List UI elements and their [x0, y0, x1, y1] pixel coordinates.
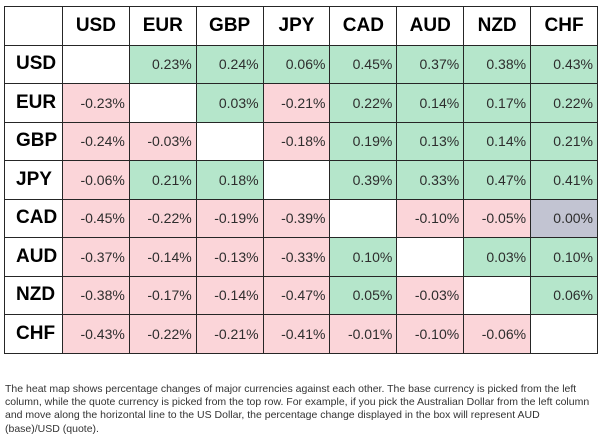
- heatmap-cell-usd-cad: 0.45%: [329, 44, 398, 84]
- heatmap-cell-eur-aud: 0.14%: [396, 83, 465, 123]
- heatmap-cell-jpy-jpy: [262, 160, 331, 200]
- heatmap-cell-aud-cad: 0.10%: [329, 237, 398, 277]
- heatmap-cell-nzd-chf: 0.06%: [530, 275, 598, 315]
- heatmap-cell-eur-jpy: -0.21%: [262, 83, 331, 123]
- heatmap-cell-eur-gbp: 0.03%: [195, 83, 264, 123]
- row-header-nzd: NZD: [4, 275, 63, 315]
- heatmap-cell-jpy-aud: 0.33%: [396, 160, 465, 200]
- heatmap-cell-usd-aud: 0.37%: [396, 44, 465, 84]
- heatmap-cell-chf-chf: [530, 314, 598, 354]
- row-header-cad: CAD: [4, 198, 63, 238]
- heatmap-cell-nzd-usd: -0.38%: [61, 275, 130, 315]
- heatmap-cell-cad-gbp: -0.19%: [195, 198, 264, 238]
- heatmap-cell-cad-jpy: -0.39%: [262, 198, 331, 238]
- heatmap-row-cad: CAD -0.45% -0.22% -0.19% -0.39% -0.10% -0.05% 0…: [4, 198, 598, 238]
- heatmap-cell-usd-usd: [61, 44, 130, 84]
- heatmap-cell-gbp-jpy: -0.18%: [262, 121, 331, 161]
- column-header-cad: CAD: [329, 6, 398, 46]
- heatmap-cell-cad-chf: 0.00%: [530, 198, 598, 238]
- heatmap-cell-jpy-usd: -0.06%: [61, 160, 130, 200]
- heatmap-cell-nzd-nzd: [463, 275, 532, 315]
- row-header-aud: AUD: [4, 237, 63, 277]
- heatmap-body: USD 0.23% 0.24% 0.06% 0.45% 0.37% 0.38% 0.43% EU…: [4, 44, 598, 354]
- column-header-eur: EUR: [128, 6, 197, 46]
- heatmap-cell-chf-cad: -0.01%: [329, 314, 398, 354]
- heatmap-cell-jpy-gbp: 0.18%: [195, 160, 264, 200]
- column-header-jpy: JPY: [262, 6, 331, 46]
- heatmap-cell-aud-jpy: -0.33%: [262, 237, 331, 277]
- heatmap-cell-gbp-eur: -0.03%: [128, 121, 197, 161]
- heatmap-cell-aud-gbp: -0.13%: [195, 237, 264, 277]
- heatmap-cell-chf-jpy: -0.41%: [262, 314, 331, 354]
- column-header-aud: AUD: [396, 6, 465, 46]
- heatmap-cell-gbp-nzd: 0.14%: [463, 121, 532, 161]
- heatmap-cell-gbp-aud: 0.13%: [396, 121, 465, 161]
- heatmap-row-gbp: GBP -0.24% -0.03% -0.18% 0.19% 0.13% 0.14% 0.21…: [4, 121, 598, 161]
- heatmap-cell-jpy-eur: 0.21%: [128, 160, 197, 200]
- heatmap-description: The heat map shows percentage changes of…: [5, 383, 590, 435]
- column-header-chf: CHF: [530, 6, 598, 46]
- heatmap-cell-aud-nzd: 0.03%: [463, 237, 532, 277]
- heatmap-cell-nzd-eur: -0.17%: [128, 275, 197, 315]
- heatmap-cell-jpy-nzd: 0.47%: [463, 160, 532, 200]
- heatmap-cell-aud-aud: [396, 237, 465, 277]
- heatmap-cell-chf-nzd: -0.06%: [463, 314, 532, 354]
- heatmap-cell-eur-nzd: 0.17%: [463, 83, 532, 123]
- heatmap-cell-aud-usd: -0.37%: [61, 237, 130, 277]
- heatmap-cell-eur-chf: 0.22%: [530, 83, 598, 123]
- heatmap-cell-usd-gbp: 0.24%: [195, 44, 264, 84]
- heatmap-cell-gbp-usd: -0.24%: [61, 121, 130, 161]
- heatmap-row-jpy: JPY -0.06% 0.21% 0.18% 0.39% 0.33% 0.47% 0.41%: [4, 160, 598, 200]
- heatmap-cell-usd-nzd: 0.38%: [463, 44, 532, 84]
- heatmap-row-eur: EUR -0.23% 0.03% -0.21% 0.22% 0.14% 0.17% 0.22%: [4, 83, 598, 123]
- heatmap-cell-gbp-cad: 0.19%: [329, 121, 398, 161]
- heatmap-cell-eur-eur: [128, 83, 197, 123]
- row-header-chf: CHF: [4, 314, 63, 354]
- corner-cell: [4, 6, 63, 46]
- heatmap-cell-chf-eur: -0.22%: [128, 314, 197, 354]
- heatmap-cell-cad-usd: -0.45%: [61, 198, 130, 238]
- heatmap-cell-chf-usd: -0.43%: [61, 314, 130, 354]
- heatmap-row-chf: CHF -0.43% -0.22% -0.21% -0.41% -0.01% -0.10% -…: [4, 314, 598, 354]
- heatmap-cell-nzd-gbp: -0.14%: [195, 275, 264, 315]
- row-header-gbp: GBP: [4, 121, 63, 161]
- heatmap-cell-cad-cad: [329, 198, 398, 238]
- column-header-nzd: NZD: [463, 6, 532, 46]
- column-header-usd: USD: [61, 6, 130, 46]
- heatmap-cell-gbp-gbp: [195, 121, 264, 161]
- currency-heatmap: USD EUR GBP JPY CAD AUD NZD CHF USD 0.23% 0.24% 0.…: [4, 6, 598, 354]
- heatmap-cell-aud-chf: 0.10%: [530, 237, 598, 277]
- heatmap-cell-usd-jpy: 0.06%: [262, 44, 331, 84]
- heatmap-cell-nzd-cad: 0.05%: [329, 275, 398, 315]
- heatmap-cell-jpy-cad: 0.39%: [329, 160, 398, 200]
- heatmap-cell-eur-cad: 0.22%: [329, 83, 398, 123]
- heatmap-cell-cad-aud: -0.10%: [396, 198, 465, 238]
- heatmap-cell-chf-aud: -0.10%: [396, 314, 465, 354]
- heatmap-cell-nzd-aud: -0.03%: [396, 275, 465, 315]
- heatmap-row-usd: USD 0.23% 0.24% 0.06% 0.45% 0.37% 0.38% 0.43%: [4, 44, 598, 84]
- column-header-gbp: GBP: [195, 6, 264, 46]
- row-header-usd: USD: [4, 44, 63, 84]
- heatmap-cell-chf-gbp: -0.21%: [195, 314, 264, 354]
- heatmap-row-aud: AUD -0.37% -0.14% -0.13% -0.33% 0.10% 0.03% 0.1…: [4, 237, 598, 277]
- heatmap-cell-jpy-chf: 0.41%: [530, 160, 598, 200]
- row-header-jpy: JPY: [4, 160, 63, 200]
- heatmap-cell-cad-eur: -0.22%: [128, 198, 197, 238]
- heatmap-cell-nzd-jpy: -0.47%: [262, 275, 331, 315]
- heatmap-cell-aud-eur: -0.14%: [128, 237, 197, 277]
- heatmap-row-nzd: NZD -0.38% -0.17% -0.14% -0.47% 0.05% -0.03% 0.…: [4, 275, 598, 315]
- heatmap-cell-gbp-chf: 0.21%: [530, 121, 598, 161]
- row-header-eur: EUR: [4, 83, 63, 123]
- heatmap-cell-eur-usd: -0.23%: [61, 83, 130, 123]
- heatmap-cell-usd-chf: 0.43%: [530, 44, 598, 84]
- column-header-row: USD EUR GBP JPY CAD AUD NZD CHF: [4, 6, 598, 46]
- heatmap-cell-cad-nzd: -0.05%: [463, 198, 532, 238]
- heatmap-cell-usd-eur: 0.23%: [128, 44, 197, 84]
